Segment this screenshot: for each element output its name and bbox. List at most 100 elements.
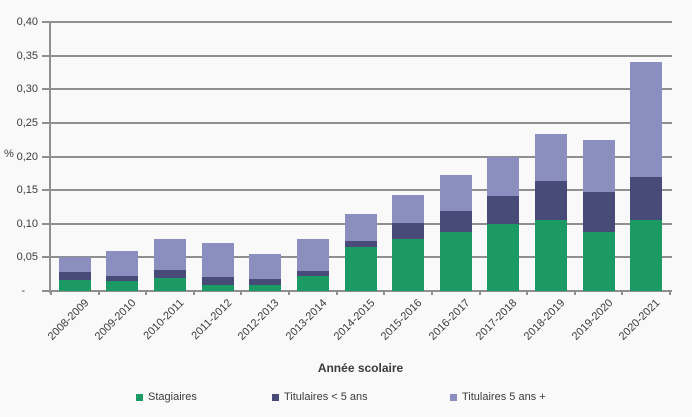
legend-swatch-icon [136,393,143,401]
y-axis-title: % [4,148,14,160]
x-axis-tick [430,291,433,295]
bar-segment-titulaires-5-ans [392,194,425,224]
bar-segment-titulaires-5-ans [154,238,187,271]
bar-segment-titulaires-5-ans [439,210,472,232]
y-axis-right-tick [664,54,672,57]
y-axis-right-tick [664,155,672,158]
bar-segment-titulaires-5-ans [582,192,615,232]
bar-segment-titulaires-5-ans [534,181,567,221]
y-axis-right-tick [664,222,672,225]
bar-segment-titulaires-5-ans [249,278,282,285]
bar-segment-stagiaires [582,231,615,291]
x-axis-tick [145,291,148,295]
gridline [51,189,670,192]
bar-segment-titulaires-5-ans [439,174,472,211]
legend-item-titulaires-moins-5-ans: Titulaires < 5 ans [272,391,368,403]
y-tick-label: 0,35 [16,49,38,62]
legend-swatch-icon [450,393,457,401]
y-tick-label: 0,10 [16,217,38,230]
y-axis-tick [42,256,51,259]
bar-segment-titulaires-5-ans [296,239,329,272]
legend-label: Stagiaires [148,391,197,403]
bar-segment-titulaires-5-ans [630,62,663,177]
bar-segment-stagiaires [392,239,425,291]
y-tick-label: - [21,285,25,297]
x-axis-tick [288,291,291,295]
y-axis-tick [42,155,51,158]
bar-segment-titulaires-5-ans [344,240,377,248]
legend: Stagiaires Titulaires < 5 ans Titulaires… [0,391,692,409]
bar-segment-stagiaires [630,220,663,291]
bar-segment-stagiaires [487,223,520,291]
x-axis-tick [335,291,338,295]
bar-segment-titulaires-5-ans [106,251,139,276]
bar-segment-titulaires-5-ans [392,223,425,240]
bar-segment-titulaires-5-ans [154,270,187,278]
legend-item-stagiaires: Stagiaires [136,391,197,403]
gridline [51,54,670,57]
y-axis-tick [42,21,51,23]
gridline [51,21,670,23]
x-axis-tick [478,291,481,295]
y-tick-label: 0,30 [16,83,38,96]
bar-segment-titulaires-5-ans [249,254,282,279]
bar-segment-titulaires-5-ans [344,213,377,241]
bar-segment-stagiaires [534,220,567,291]
x-axis-line [49,290,672,292]
bar-segment-stagiaires [249,284,282,291]
y-tick-label: 0,40 [16,16,38,28]
gridline [51,121,670,124]
y-axis-right-tick [664,121,672,124]
bar-segment-titulaires-5-ans [58,257,91,273]
y-axis-right-tick [664,21,672,23]
y-tick-label: 0,05 [16,251,38,264]
y-axis-right-tick [664,256,672,259]
bar-segment-titulaires-5-ans [582,139,615,193]
bar-segment-titulaires-5-ans [201,243,234,277]
bar-segment-stagiaires [439,231,472,291]
legend-label: Titulaires < 5 ans [284,391,368,403]
y-axis-line [49,22,51,293]
x-axis-tick [192,291,195,295]
bar-segment-titulaires-5-ans [58,272,91,280]
bar-segment-stagiaires [201,284,234,291]
y-axis-right-tick [664,88,672,91]
gridline [51,88,670,91]
x-axis-tick [621,291,624,295]
y-axis-tick [42,54,51,57]
x-axis-tick [240,291,243,295]
bar-segment-stagiaires [154,277,187,291]
x-axis-title: Année scolaire [317,361,404,375]
legend-item-titulaires-5-ans-plus: Titulaires 5 ans + [450,391,546,403]
bar-segment-titulaires-5-ans [534,134,567,182]
bar-segment-titulaires-5-ans [487,195,520,224]
bar-segment-stagiaires [58,279,91,291]
y-tick-label: 0,20 [16,150,38,163]
bar-segment-titulaires-5-ans [296,271,329,276]
bar-segment-titulaires-5-ans [106,275,139,281]
x-axis-tick [383,291,386,295]
legend-swatch-icon [272,393,279,401]
bar-segment-stagiaires [344,247,377,291]
y-axis-right-tick [664,189,672,192]
bar-segment-stagiaires [296,275,329,291]
x-axis-tick [526,291,529,295]
y-tick-label: 0,25 [16,116,38,129]
gridline [51,155,670,158]
x-axis-tick [669,291,671,295]
y-axis-tick [42,222,51,225]
x-axis-tick [573,291,576,295]
bar-segment-titulaires-5-ans [487,156,520,196]
legend-label: Titulaires 5 ans + [462,391,546,403]
y-tick-label: 0,15 [16,184,38,197]
x-axis-tick [50,291,52,295]
y-axis-tick [42,121,51,124]
y-axis-tick [42,88,51,91]
y-axis-tick [42,189,51,192]
bar-segment-stagiaires [106,280,139,291]
y-axis-tick [42,290,51,292]
bar-segment-titulaires-5-ans [630,176,663,221]
x-axis-tick [97,291,100,295]
bar-segment-titulaires-5-ans [201,276,234,285]
